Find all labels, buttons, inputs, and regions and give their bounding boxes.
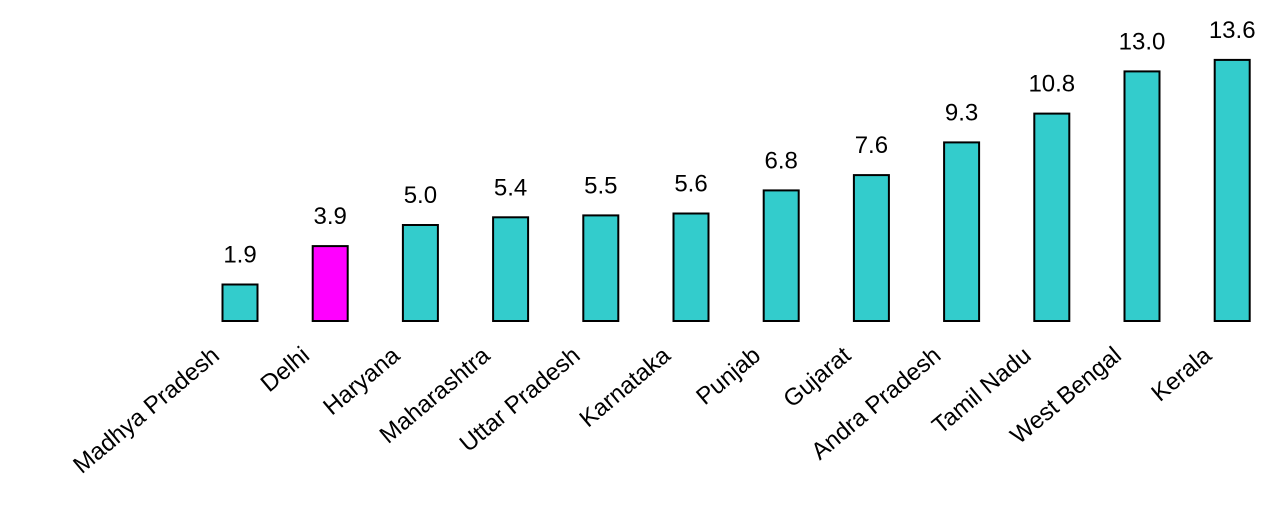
bar-maharashtra bbox=[492, 216, 530, 322]
value-labels-group: 1.9 3.9 5.0 5.4 5.5 5.6 6.8 7.6 9.3 10.8 13.0 13.6 bbox=[223, 17, 1255, 269]
value-label: 5.4 bbox=[494, 174, 527, 201]
value-label: 5.5 bbox=[584, 172, 617, 199]
category-label: Haryana bbox=[318, 341, 405, 420]
value-label: 1.9 bbox=[223, 242, 256, 269]
bar-kerala bbox=[1213, 58, 1251, 323]
value-label: 13.6 bbox=[1209, 17, 1256, 44]
value-label: 3.9 bbox=[314, 203, 347, 230]
value-label: 10.8 bbox=[1028, 71, 1075, 98]
value-label: 6.8 bbox=[765, 147, 798, 174]
bar-gujarat bbox=[852, 174, 890, 322]
bar-delhi bbox=[311, 245, 349, 323]
bar-madhya-pradesh bbox=[221, 283, 259, 322]
bar-tamil-nadu bbox=[1033, 112, 1071, 322]
category-label: Gujarat bbox=[778, 342, 856, 413]
bar-punjab bbox=[762, 189, 800, 322]
value-label: 7.6 bbox=[855, 132, 888, 159]
value-label: 13.0 bbox=[1119, 28, 1166, 55]
category-label: Madhya Pradesh bbox=[68, 342, 224, 479]
category-label: Delhi bbox=[256, 342, 315, 398]
bar-uttar-pradesh bbox=[582, 214, 620, 322]
category-labels-group: Madhya Pradesh Delhi HaryanaMaharashtraUtt… bbox=[68, 341, 1217, 479]
category-label: Karnataka bbox=[574, 341, 676, 432]
bar-haryana bbox=[401, 224, 439, 322]
bar-andra-pradesh bbox=[943, 141, 981, 322]
value-label: 9.3 bbox=[945, 99, 978, 126]
value-label: 5.0 bbox=[404, 182, 437, 209]
bar-west-bengal bbox=[1123, 70, 1161, 323]
category-label: Kerala bbox=[1146, 341, 1217, 407]
bars-group bbox=[221, 58, 1251, 323]
value-label: 5.6 bbox=[674, 171, 707, 198]
bar-karnataka bbox=[672, 212, 710, 322]
category-label: Punjab bbox=[691, 342, 766, 411]
